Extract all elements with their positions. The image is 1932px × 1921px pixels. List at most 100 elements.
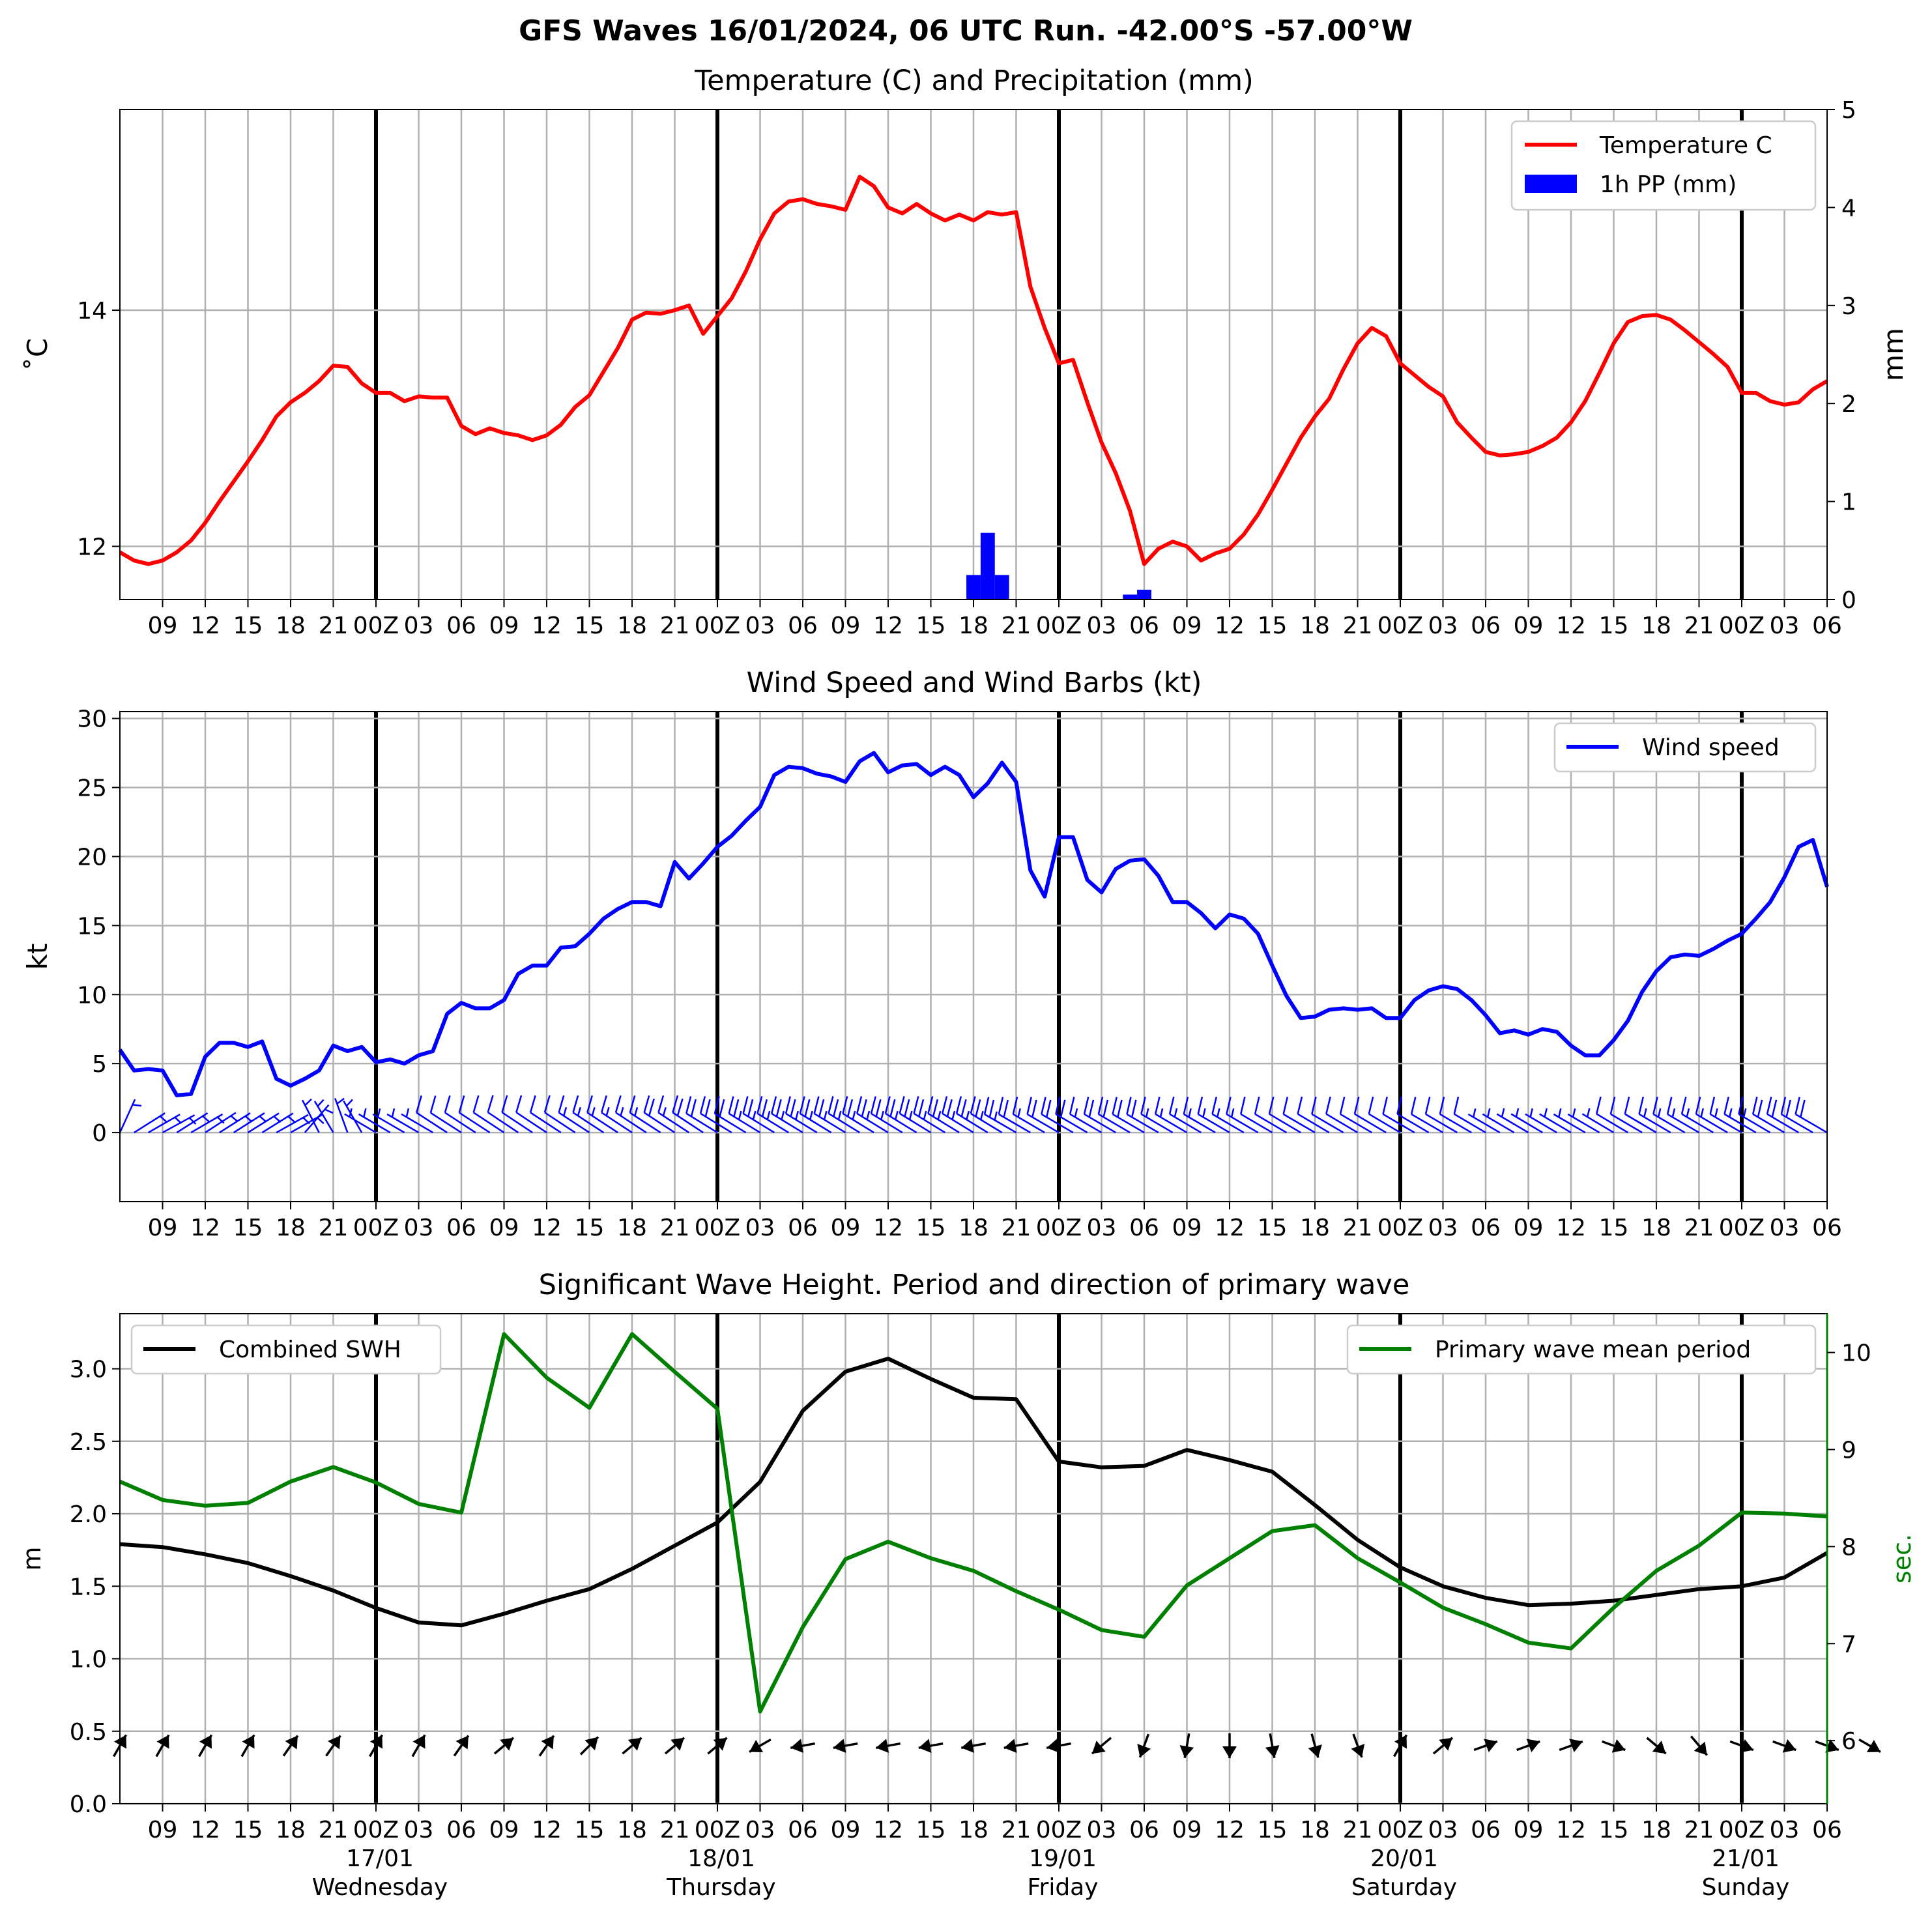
barb-staff [742,1112,775,1134]
date-label: 21/01 [1712,1845,1780,1872]
x-tick-label: 12 [873,613,903,639]
x-tick-label: 03 [404,613,434,639]
barb-flag [927,1096,934,1114]
wave-x-ticks: 09 12 15 18 21 00Z 03 06 09 12 15 18 21 00Z 03 06 09 12 15… [148,1804,1842,1843]
wind-barb [1652,1097,1686,1134]
wind-barb [233,1112,267,1134]
barb-flag [918,1099,925,1117]
barb-staff [1482,1113,1515,1134]
arrow-head [1439,1737,1453,1751]
barb-flag [842,1096,848,1114]
wind-barb [334,1097,349,1133]
barb-flag [1439,1097,1445,1115]
barb-flag [1254,1096,1260,1114]
barb-staff [771,1112,803,1134]
barb-flag [648,1098,655,1116]
barb-flag [1752,1097,1758,1115]
barb-flag [704,1099,711,1117]
x-tick-label: 15 [575,1817,605,1843]
direction-arrow [1308,1733,1322,1758]
wind-barb [247,1112,281,1134]
wind-barb [1609,1097,1643,1134]
barb-staff [530,1112,562,1134]
barb-half-flag [809,1110,813,1120]
barb-staff [219,1112,251,1134]
x-tick-label: 03 [1770,1215,1800,1241]
wind-speed-line [118,751,1829,1097]
x-tick-label: 06 [1129,1817,1159,1843]
barb-staff [1368,1113,1401,1134]
x-tick-label: 00Z [695,1817,740,1843]
barb-staff [1766,1113,1799,1134]
y-tick-label: 1.5 [70,1574,107,1600]
direction-arrow [453,1735,470,1757]
wind-barb [1553,1108,1586,1134]
arrow-head [156,1735,169,1749]
barb-flag [1026,1097,1032,1115]
y-tick-label: 6 [1841,1728,1856,1755]
barb-half-flag [336,1097,345,1105]
wind-legend: Wind speed [1553,722,1817,773]
barb-half-flag [1230,1108,1235,1118]
barb-staff [842,1112,874,1134]
x-tick-label: 00Z [1036,1817,1082,1843]
wind-barb [1226,1097,1259,1134]
barb-staff [1738,1113,1771,1134]
barb-staff [544,1112,576,1134]
y-tick-label: 2.0 [70,1501,107,1528]
barb-flag [472,1095,480,1113]
barb-staff [1510,1113,1543,1134]
barb-half-flag [1657,1108,1662,1118]
barb-flag [1453,1096,1460,1114]
barb-half-flag [1643,1108,1647,1118]
x-tick-label: 09 [489,1817,519,1843]
barb-half-flag [1472,1108,1477,1118]
arrow-head [1611,1739,1626,1753]
barb-half-flag [591,1106,596,1116]
date-label: 20/01 [1370,1845,1438,1872]
direction-arrow [622,1737,642,1755]
x-tick-label: 15 [575,1215,605,1241]
barb-staff [313,1101,334,1133]
barb-half-flag [1572,1108,1576,1118]
x-tick-label: 15 [233,613,263,639]
barb-staff [643,1112,676,1134]
wind-barb [1026,1097,1060,1134]
barb-flag [818,1099,825,1117]
wind-barb [372,1108,405,1134]
x-tick-label: 15 [233,1817,263,1843]
barb-flag [416,1095,422,1113]
barb-flag [799,1096,805,1114]
wind-barb [1567,1108,1600,1134]
barb-staff [1240,1113,1273,1134]
arrow-head [790,1739,803,1754]
barb-half-flag [1017,1108,1021,1118]
barb-flag [1083,1097,1089,1115]
x-tick-label: 03 [1770,613,1800,639]
barb-staff [444,1112,476,1134]
barb-staff [998,1113,1031,1134]
y-tick-label: 20 [77,844,107,871]
barb-half-flag [781,1110,785,1120]
x-tick-label: 15 [1599,613,1629,639]
wind-y-ticks: 0 5 10 15 20 25 30 [77,706,120,1147]
x-tick-label: 21 [1684,1817,1714,1843]
barb-flag [1211,1096,1217,1115]
wind-barb [657,1095,690,1134]
barb-flag [1766,1096,1772,1115]
x-tick-label: 15 [1599,1215,1629,1241]
barb-staff [800,1112,832,1134]
x-tick-label: 18 [1641,1215,1671,1241]
barb-flag [757,1096,763,1114]
wind-barb [1339,1097,1372,1134]
barb-flag [558,1095,565,1113]
wind-barb [119,1099,142,1133]
barb-half-flag [1544,1108,1548,1118]
wind-barb [1239,1096,1273,1134]
direction-arrow [833,1739,858,1754]
wind-barb [416,1095,448,1134]
barb-staff [501,1112,533,1134]
barb-staff [714,1112,747,1134]
barb-half-flag [405,1108,410,1118]
direction-arrow [579,1736,599,1755]
